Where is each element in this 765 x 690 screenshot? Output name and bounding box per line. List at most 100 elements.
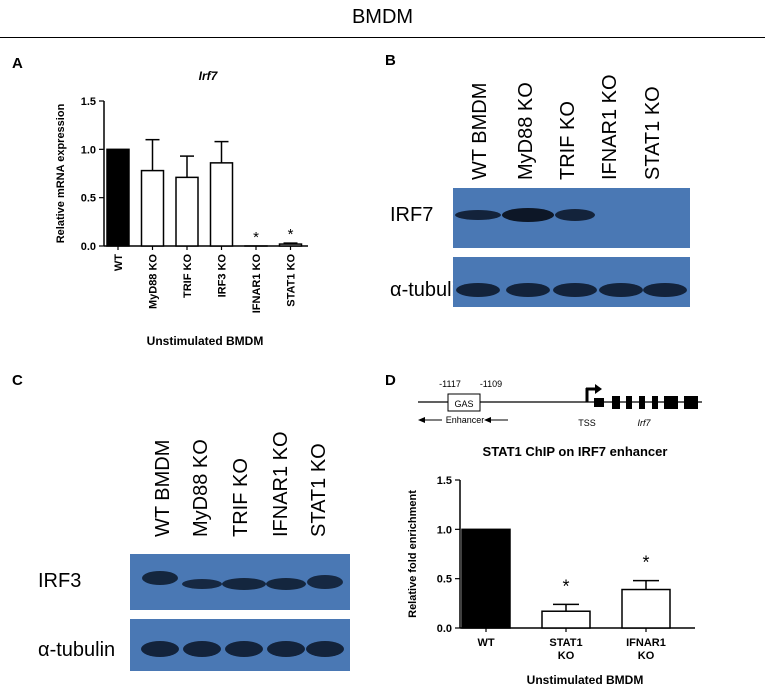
band bbox=[141, 641, 179, 657]
lane-label: TRIF KO bbox=[230, 458, 252, 537]
band bbox=[455, 210, 501, 220]
x-axis-label: Unstimulated BMDM bbox=[527, 673, 644, 687]
irf7-promoter-schematic: GAS -1117 -1109 Enhancer TSS Irf7 bbox=[418, 379, 702, 428]
band bbox=[225, 641, 263, 657]
panel-label-c: C bbox=[12, 372, 23, 389]
lane-label: STAT1 KO bbox=[308, 443, 330, 537]
bar bbox=[278, 243, 303, 247]
gas-box bbox=[447, 393, 481, 412]
x-tick-label: WT bbox=[477, 637, 494, 649]
x-tick-label: KO bbox=[558, 650, 575, 662]
band bbox=[502, 208, 554, 222]
band bbox=[643, 283, 687, 297]
irf3-western-blot: WT BMDM MyD88 KO TRIF KO IFNAR1 KO STAT1… bbox=[0, 375, 380, 685]
significance-marker: * bbox=[253, 229, 259, 246]
x-tick-label: KO bbox=[638, 650, 655, 662]
x-tick-label: WT bbox=[113, 254, 125, 271]
position-label: -1117 bbox=[439, 379, 461, 389]
y-tick-label: 1.5 bbox=[437, 475, 452, 487]
y-axis-label: Relative mRNA expression bbox=[55, 103, 67, 243]
exon bbox=[612, 396, 620, 409]
bar bbox=[621, 588, 671, 629]
y-tick-label: 0.0 bbox=[437, 623, 452, 635]
tss-arrowhead bbox=[595, 384, 602, 394]
x-tick-label: STAT1 bbox=[549, 637, 582, 649]
blot-label-irf3: IRF3 bbox=[38, 570, 82, 592]
blot-label-tubulin: α-tubulin bbox=[390, 279, 468, 301]
panel-label-d: D bbox=[385, 372, 396, 389]
band bbox=[222, 578, 266, 590]
y-axis-label: Relative fold enrichment bbox=[407, 490, 419, 618]
x-tick-label: IRF3 KO bbox=[217, 254, 229, 298]
significance-marker: * bbox=[288, 226, 294, 243]
exon bbox=[664, 396, 678, 409]
lane-label: STAT1 KO bbox=[642, 86, 664, 180]
exon bbox=[626, 396, 632, 409]
blot-label-irf7: IRF7 bbox=[390, 204, 434, 226]
blot-label-tubulin: α-tubulin bbox=[38, 639, 116, 661]
y-tick-label: 0.5 bbox=[81, 193, 96, 205]
blot-tubulin bbox=[453, 257, 690, 307]
bar bbox=[175, 176, 199, 247]
significance-marker: * bbox=[642, 553, 649, 573]
y-tick-label: 0.5 bbox=[437, 574, 452, 586]
stat1-chip-chart: 0.0 0.5 1.0 1.5 STAT1 ChIP on IRF7 enhancer R… bbox=[407, 444, 695, 687]
y-tick-label: 1.0 bbox=[81, 144, 96, 156]
lane-label: MyD88 KO bbox=[515, 82, 537, 180]
chart-title: Irf7 bbox=[199, 69, 219, 83]
panel-label-b: B bbox=[385, 52, 396, 69]
band bbox=[267, 641, 305, 657]
y-tick-label: 0.0 bbox=[81, 241, 96, 253]
x-axis-label: Unstimulated BMDM bbox=[147, 334, 264, 348]
lane-label: WT BMDM bbox=[152, 439, 174, 537]
significance-marker: * bbox=[562, 576, 569, 596]
band bbox=[142, 571, 178, 585]
x-tick-label: IFNAR1 KO bbox=[251, 254, 263, 314]
band bbox=[599, 283, 643, 297]
band bbox=[506, 283, 550, 297]
gene-label: Irf7 bbox=[637, 418, 651, 428]
lane-label: IFNAR1 KO bbox=[270, 431, 292, 537]
tss-label: TSS bbox=[578, 418, 596, 428]
y-tick-label: 1.5 bbox=[81, 96, 96, 108]
lane-label: IFNAR1 KO bbox=[599, 74, 621, 180]
arrowhead bbox=[418, 417, 425, 423]
title-divider bbox=[0, 37, 765, 38]
band bbox=[555, 209, 595, 221]
band bbox=[307, 575, 343, 589]
band bbox=[182, 579, 222, 589]
blot-tubulin bbox=[130, 619, 350, 671]
x-tick-label: MyD88 KO bbox=[148, 254, 160, 309]
enhancer-label: Enhancer bbox=[446, 415, 485, 425]
chart-title: STAT1 ChIP on IRF7 enhancer bbox=[483, 444, 668, 459]
bar bbox=[209, 162, 234, 247]
y-tick-label: 1.0 bbox=[437, 524, 452, 536]
exon bbox=[652, 396, 658, 409]
band bbox=[553, 283, 597, 297]
exon bbox=[594, 398, 604, 407]
blot-irf7 bbox=[453, 188, 690, 248]
irf7-expression-chart: 0.0 0.5 1.0 1.5 Irf7 Relative mRNA expression… bbox=[55, 69, 308, 348]
x-tick-label: STAT1 KO bbox=[286, 254, 298, 307]
band bbox=[183, 641, 221, 657]
band bbox=[306, 641, 344, 657]
x-tick-label: TRIF KO bbox=[182, 254, 194, 298]
panel-label-a: A bbox=[12, 55, 23, 72]
lane-label: WT BMDM bbox=[469, 82, 491, 180]
lane-label: MyD88 KO bbox=[190, 439, 212, 537]
lane-label: TRIF KO bbox=[557, 101, 579, 180]
exon bbox=[639, 396, 645, 409]
x-tick-label: IFNAR1 bbox=[626, 637, 666, 649]
exon bbox=[684, 396, 698, 409]
bar bbox=[541, 610, 591, 629]
bar bbox=[140, 169, 165, 247]
figure-title: BMDM bbox=[351, 6, 414, 28]
position-label: -1109 bbox=[480, 379, 502, 389]
irf7-western-blot: WT BMDM MyD88 KO TRIF KO IFNAR1 KO STAT1… bbox=[385, 60, 765, 330]
blot-irf3 bbox=[130, 554, 350, 610]
bar bbox=[106, 148, 130, 247]
arrowhead bbox=[484, 417, 491, 423]
bar bbox=[461, 528, 511, 629]
gas-label: GAS bbox=[454, 399, 473, 409]
band bbox=[266, 578, 306, 590]
